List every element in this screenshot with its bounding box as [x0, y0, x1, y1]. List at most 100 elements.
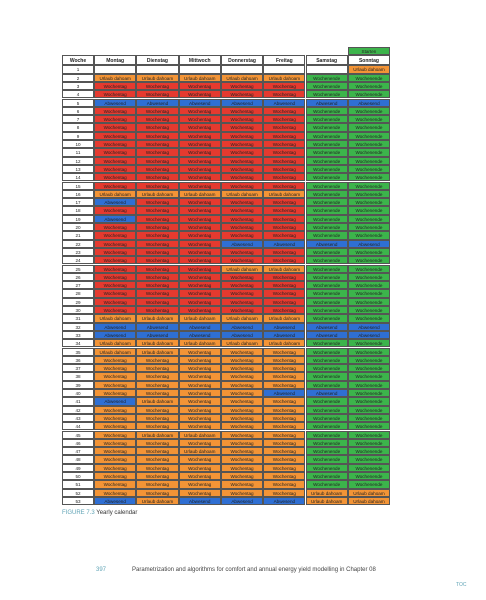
caption-label: FIGURE 7.3	[62, 510, 95, 516]
day-cell: Wochentag	[94, 123, 137, 132]
header-cell: Montag	[94, 55, 137, 66]
page-number: 397	[96, 567, 107, 573]
day-cell: Wochentag	[136, 123, 179, 132]
day-cell: Wochentag	[94, 355, 137, 365]
day-cell: Abwesend	[220, 98, 264, 107]
day-cell: Abwesend	[263, 322, 306, 331]
day-cell: Wochentag	[94, 115, 137, 124]
header-cell: Samstag	[305, 55, 348, 66]
day-cell: Wochenende	[305, 364, 348, 373]
day-cell: Wochenende	[347, 397, 391, 406]
day-cell: Wochentag	[263, 164, 306, 174]
day-cell: Wochentag	[178, 463, 221, 472]
day-cell: Abwesend	[94, 330, 137, 340]
day-cell: Urlaub dahoam	[263, 314, 306, 323]
day-cell: Wochenende	[347, 281, 391, 290]
week-cell: 26	[62, 272, 94, 282]
week-cell: 21	[62, 231, 94, 240]
day-cell: Wochentag	[94, 81, 137, 91]
day-cell: Abwesend	[94, 322, 137, 331]
header-cell: Woche	[62, 55, 94, 66]
day-cell: Wochentag	[136, 447, 179, 456]
day-cell: Abwesend	[263, 239, 306, 248]
week-cell: 25	[62, 264, 94, 273]
week-cell: 29	[62, 297, 94, 306]
day-cell: Wochentag	[178, 389, 221, 398]
day-cell: Abwesend	[263, 330, 306, 340]
day-cell: Wochenende	[347, 389, 391, 398]
toc-link[interactable]: TOC	[456, 582, 467, 588]
day-cell	[178, 65, 221, 74]
day-cell: Wochenende	[305, 189, 348, 199]
week-cell: 31	[62, 314, 94, 323]
day-cell: Wochentag	[178, 106, 221, 116]
week-cell: 35	[62, 347, 94, 356]
day-cell: Wochentag	[94, 488, 137, 497]
day-cell: Wochentag	[178, 214, 221, 223]
day-cell: Wochentag	[136, 181, 179, 190]
day-cell: Wochentag	[178, 131, 221, 140]
day-cell: Wochentag	[220, 355, 264, 365]
day-cell: Wochentag	[220, 380, 264, 389]
day-cell: Wochentag	[220, 389, 264, 398]
day-cell: Wochenende	[305, 173, 348, 182]
day-cell: Wochentag	[178, 223, 221, 232]
header-cell: Freitag	[263, 55, 306, 66]
day-cell: Wochenende	[347, 214, 391, 223]
day-cell: Abwesend	[220, 322, 264, 331]
week-cell: 49	[62, 463, 94, 472]
day-cell: Wochentag	[136, 380, 179, 389]
day-cell: Wochentag	[94, 455, 137, 464]
day-cell: Wochentag	[220, 148, 264, 157]
day-cell: Wochenende	[305, 231, 348, 240]
day-cell: Wochentag	[136, 90, 179, 99]
day-cell: Wochentag	[136, 173, 179, 182]
week-cell: 51	[62, 480, 94, 489]
day-cell: Wochenende	[305, 198, 348, 207]
day-cell: Urlaub dahoam	[220, 189, 264, 199]
day-cell: Wochentag	[178, 380, 221, 389]
week-cell: 42	[62, 405, 94, 414]
day-cell: Wochentag	[263, 480, 306, 489]
day-cell: Abwesend	[94, 98, 137, 107]
day-cell: Wochentag	[220, 472, 264, 481]
week-cell: 27	[62, 281, 94, 290]
day-cell: Wochentag	[94, 289, 137, 298]
day-cell: Wochentag	[178, 281, 221, 290]
day-cell: Wochentag	[220, 231, 264, 240]
day-cell: Wochentag	[94, 306, 137, 315]
day-cell: Wochenende	[305, 206, 348, 215]
day-cell: Wochenende	[305, 447, 348, 456]
day-cell: Wochentag	[178, 480, 221, 489]
day-cell: Wochentag	[220, 214, 264, 223]
day-cell: Wochentag	[220, 247, 264, 257]
day-cell: Wochentag	[178, 372, 221, 381]
day-cell: Wochentag	[220, 422, 264, 431]
day-cell: Wochenende	[305, 455, 348, 464]
day-cell: Abwesend	[305, 239, 348, 248]
day-cell: Wochentag	[136, 463, 179, 472]
day-cell: Wochentag	[220, 106, 264, 116]
week-cell: 45	[62, 430, 94, 439]
day-cell: Wochentag	[263, 214, 306, 223]
day-cell: Wochentag	[136, 264, 179, 273]
day-cell: Wochentag	[220, 447, 264, 456]
week-cell: 48	[62, 455, 94, 464]
day-cell: Wochentag	[220, 164, 264, 174]
day-cell: Wochentag	[263, 372, 306, 381]
day-cell: Wochenende	[347, 413, 391, 423]
day-cell: Wochentag	[263, 106, 306, 116]
day-cell: Wochentag	[263, 247, 306, 257]
day-cell: Wochenende	[347, 438, 391, 448]
week-cell: 22	[62, 239, 94, 248]
day-cell: Wochentag	[178, 488, 221, 497]
day-cell: Wochentag	[263, 347, 306, 356]
week-cell: 10	[62, 140, 94, 149]
day-cell: Wochenende	[347, 206, 391, 215]
day-cell: Wochentag	[136, 355, 179, 365]
day-cell: Wochenende	[347, 106, 391, 116]
day-cell: Abwesend	[178, 330, 221, 340]
day-cell: Wochentag	[136, 148, 179, 157]
day-cell: Wochentag	[263, 297, 306, 306]
day-cell: Wochentag	[136, 131, 179, 140]
